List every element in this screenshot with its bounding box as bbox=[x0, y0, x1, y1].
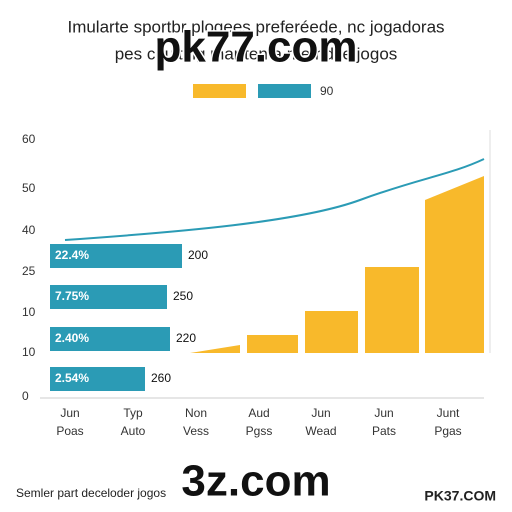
x-tick-label: Pats bbox=[372, 424, 396, 438]
footer-brand: PK37.COM bbox=[424, 488, 496, 504]
footer-text: Semler part deceloder jogos bbox=[16, 486, 166, 500]
x-axis: Jun Poas Typ Auto Non Vess Aud Pgss Jun Wead Jun Pa… bbox=[56, 406, 461, 438]
bar bbox=[425, 176, 484, 353]
x-tick-label: Pgas bbox=[434, 424, 461, 438]
y-tick-label: 0 bbox=[22, 389, 29, 403]
x-tick-label: Poas bbox=[56, 424, 83, 438]
x-tick-label: Typ bbox=[123, 406, 143, 420]
legend-swatch bbox=[193, 84, 246, 98]
bar bbox=[190, 345, 240, 353]
x-tick-label: Jun bbox=[311, 406, 330, 420]
y-tick-label: 60 bbox=[22, 132, 36, 146]
x-tick-label: Wead bbox=[305, 424, 336, 438]
title-line: pes coulting martten a me ndi e jogos bbox=[115, 44, 398, 63]
bar-value: 200 bbox=[188, 248, 208, 262]
y-tick-label: 10 bbox=[22, 305, 36, 319]
watermark: pk77.com bbox=[155, 23, 358, 72]
bar-label: 7.75% bbox=[55, 289, 89, 303]
x-tick-label: Jun bbox=[374, 406, 393, 420]
x-tick-label: Junt bbox=[437, 406, 460, 420]
bar-value: 250 bbox=[173, 289, 193, 303]
yellow-bars bbox=[190, 176, 484, 353]
x-tick-label: Vess bbox=[183, 424, 209, 438]
bar-value: 260 bbox=[151, 371, 171, 385]
bar bbox=[305, 311, 358, 353]
bar-label: 22.4% bbox=[55, 248, 89, 262]
legend-swatch bbox=[258, 84, 311, 98]
x-tick-label: Aud bbox=[248, 406, 269, 420]
x-tick-label: Non bbox=[185, 406, 207, 420]
x-tick-label: Auto bbox=[121, 424, 146, 438]
y-tick-label: 25 bbox=[22, 264, 36, 278]
bar bbox=[365, 267, 419, 353]
y-tick-label: 50 bbox=[22, 181, 36, 195]
title-line: Imularte sportbr plogees preferéede, nc … bbox=[67, 17, 444, 36]
bar bbox=[247, 335, 298, 353]
y-axis: 60 50 40 25 10 10 0 bbox=[22, 132, 36, 403]
trend-line bbox=[64, 158, 485, 241]
legend-label: 90 bbox=[320, 84, 334, 98]
x-tick-label: Jun bbox=[60, 406, 79, 420]
bar bbox=[50, 285, 167, 309]
bar-value: 220 bbox=[176, 331, 196, 345]
bar bbox=[50, 367, 145, 391]
blue-bars: 22.4% 200 7.75% 250 2.40% 220 2.54% 260 bbox=[50, 244, 208, 391]
y-tick-label: 10 bbox=[22, 345, 36, 359]
bar-label: 2.54% bbox=[55, 371, 89, 385]
y-tick-label: 40 bbox=[22, 223, 36, 237]
bar bbox=[50, 327, 170, 351]
watermark: 3z.com bbox=[181, 457, 330, 506]
x-tick-label: Pgss bbox=[246, 424, 273, 438]
bar-label: 2.40% bbox=[55, 331, 89, 345]
bar bbox=[50, 244, 182, 268]
